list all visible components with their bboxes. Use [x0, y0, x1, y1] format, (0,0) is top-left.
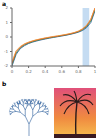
- svg-text:0.4: 0.4: [42, 69, 49, 74]
- svg-text:0: 0: [11, 69, 14, 74]
- svg-text:0.6: 0.6: [59, 69, 66, 74]
- svg-text:1: 1: [8, 20, 9, 25]
- svg-text:0.8: 0.8: [75, 69, 82, 74]
- svg-text:-1: -1: [8, 49, 9, 54]
- svg-text:0: 0: [8, 34, 9, 39]
- html-text:b: b: [2, 80, 7, 87]
- svg-text:0.2: 0.2: [25, 69, 32, 74]
- svg-text:-2: -2: [8, 63, 9, 68]
- html-text:a: a: [2, 0, 7, 7]
- svg-text:2: 2: [8, 5, 9, 10]
